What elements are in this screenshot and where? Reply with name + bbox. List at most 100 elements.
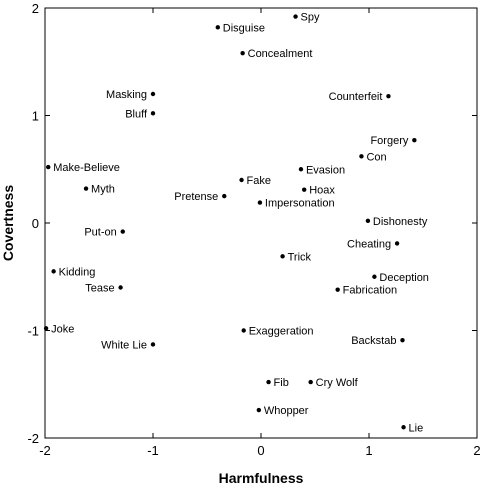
axis-ticks: -2 -1 0 1 2 2 1 0 -1 -2: [27, 1, 480, 458]
data-point: Deception: [372, 272, 429, 284]
x-tick-label: 0: [257, 443, 264, 458]
data-point: Joke: [43, 323, 74, 335]
point-label: Cry Wolf: [316, 377, 359, 389]
y-tick-label: 2: [32, 1, 39, 16]
point-label: Pretense: [174, 191, 218, 203]
point-label: White Lie: [101, 339, 147, 351]
point-label: Lie: [409, 422, 424, 434]
point-marker: [222, 193, 227, 199]
data-point: Put-on: [84, 227, 125, 239]
y-tick-label: -2: [27, 431, 39, 446]
y-tick-label: 1: [32, 109, 39, 124]
x-tick-label: -2: [39, 443, 51, 458]
data-point: Whopper: [256, 405, 309, 417]
data-point: Con: [359, 151, 387, 163]
point-marker: [241, 328, 246, 333]
y-tick-label: 0: [32, 216, 39, 231]
point-marker: [150, 111, 156, 116]
point-label: Bluff: [125, 108, 148, 120]
data-point: Bluff: [125, 108, 156, 120]
y-axis-title: Covertness: [0, 185, 16, 261]
point-label: Con: [366, 151, 386, 163]
point-label: Joke: [51, 323, 74, 335]
data-point: Dishonesty: [365, 216, 428, 228]
point-marker: [256, 407, 262, 413]
data-point: Exaggeration: [241, 326, 314, 338]
point-label: Make-Believe: [53, 162, 120, 174]
point-label: Impersonation: [265, 198, 335, 210]
point-marker: [150, 342, 156, 347]
point-marker: [400, 337, 405, 343]
point-label: Backstab: [351, 335, 396, 347]
data-point: Impersonation: [257, 198, 335, 210]
data-point: Myth: [83, 184, 115, 196]
point-marker: [401, 425, 406, 430]
data-point: Concealment: [240, 48, 312, 60]
point-marker: [215, 25, 220, 30]
point-label: Hoax: [309, 185, 335, 197]
point-marker: [365, 218, 371, 224]
point-marker: [359, 154, 364, 159]
data-point: Lie: [401, 422, 423, 434]
data-point: Fib: [266, 377, 289, 389]
point-label: Dishonesty: [373, 216, 428, 228]
data-point: Hoax: [302, 185, 335, 197]
point-marker: [302, 187, 307, 192]
point-label: Disguise: [223, 22, 265, 34]
point-marker: [266, 379, 271, 385]
data-point: Make-Believe: [46, 162, 120, 174]
point-marker: [46, 164, 51, 170]
point-marker: [372, 274, 377, 279]
point-marker: [43, 326, 49, 331]
point-marker: [280, 254, 285, 259]
point-label: Concealment: [248, 48, 313, 60]
point-label: Deception: [379, 272, 429, 284]
point-label: Masking: [106, 89, 147, 101]
point-marker: [239, 177, 244, 183]
point-marker: [308, 379, 313, 385]
point-label: Whopper: [264, 405, 309, 417]
point-label: Spy: [301, 12, 320, 24]
point-label: Counterfeit: [329, 91, 383, 103]
point-label: Cheating: [347, 238, 391, 250]
data-points: Spy Disguise Concealment Masking Counterfeit…: [43, 12, 429, 434]
data-point: Backstab: [351, 335, 405, 347]
data-point: Evasion: [298, 164, 345, 176]
data-point: Kidding: [51, 266, 95, 278]
data-point: Counterfeit: [329, 91, 391, 103]
data-point: Cry Wolf: [308, 377, 359, 389]
data-point: Spy: [293, 12, 320, 24]
point-label: Put-on: [84, 227, 116, 239]
point-marker: [412, 138, 417, 143]
x-axis-title: Harmfulness: [219, 470, 304, 486]
data-point: Fake: [239, 175, 271, 187]
point-marker: [394, 241, 400, 246]
data-point: White Lie: [101, 339, 156, 351]
data-point: Cheating: [347, 238, 400, 250]
data-point: Forgery: [370, 135, 417, 147]
point-label: Fake: [247, 175, 271, 187]
data-point: Tease: [85, 283, 123, 295]
data-point: Disguise: [215, 22, 265, 34]
point-marker: [257, 200, 263, 205]
point-label: Forgery: [370, 135, 408, 147]
point-label: Fib: [274, 377, 289, 389]
point-marker: [298, 167, 304, 172]
data-point: Masking: [106, 89, 156, 101]
point-marker: [150, 91, 156, 97]
x-tick-label: -1: [147, 443, 159, 458]
point-label: Fabrication: [343, 285, 397, 297]
y-tick-label: -1: [27, 324, 39, 339]
point-marker: [83, 186, 89, 191]
point-marker: [118, 285, 123, 290]
point-marker: [51, 269, 56, 274]
point-label: Myth: [91, 184, 115, 196]
point-marker: [293, 14, 298, 19]
point-marker: [335, 287, 340, 292]
point-label: Tease: [85, 283, 114, 295]
point-marker: [120, 229, 125, 234]
x-tick-label: 1: [365, 443, 372, 458]
point-label: Exaggeration: [249, 326, 314, 338]
data-point: Fabrication: [335, 285, 397, 297]
